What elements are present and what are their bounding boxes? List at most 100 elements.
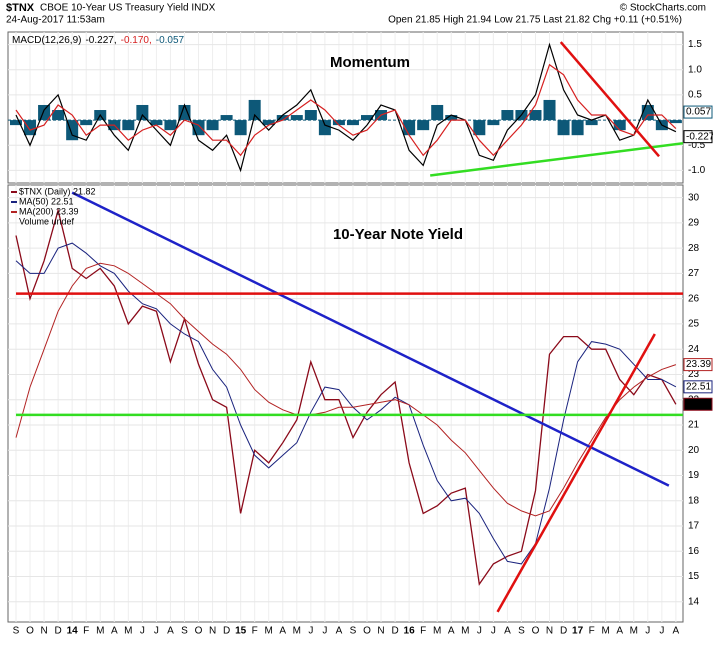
x-tick-label: M	[265, 626, 273, 637]
value-tag-label: -0.227	[686, 131, 713, 142]
histogram-bar	[473, 120, 486, 136]
y-tick-label: 27	[688, 268, 700, 279]
histogram-bar	[487, 120, 500, 126]
histogram-bar	[164, 120, 177, 131]
x-tick-label: 14	[67, 626, 79, 637]
histogram-bar	[206, 120, 219, 131]
x-tick-label: D	[391, 626, 398, 637]
x-tick-label: N	[377, 626, 384, 637]
y-tick-label: 0.5	[688, 90, 702, 101]
value-tag-label: 22.51	[686, 381, 711, 392]
y-tick-label: 28	[688, 243, 700, 254]
brand: © StockCharts.com	[620, 3, 706, 14]
x-tick-label: O	[532, 626, 540, 637]
x-tick-label: M	[433, 626, 441, 637]
x-tick-label: J	[308, 626, 313, 637]
histogram-bar	[38, 104, 51, 121]
histogram-bar	[220, 115, 233, 121]
legend-entry: MA(50) 22.51	[19, 196, 74, 206]
histogram-bar	[24, 120, 37, 136]
histogram-bar	[10, 120, 22, 126]
y-tick-label: 18	[688, 495, 700, 506]
legend-entry: Volume undef	[19, 216, 75, 226]
y-tick-label: 15	[688, 571, 700, 582]
y-tick-label: 16	[688, 546, 700, 557]
x-tick-label: D	[55, 626, 62, 637]
histogram-bar	[417, 120, 430, 131]
x-tick-label: N	[546, 626, 553, 637]
series-line	[15, 262, 677, 517]
x-tick-label: 17	[572, 626, 584, 637]
histogram-bar	[178, 104, 191, 121]
trend-line	[430, 141, 683, 177]
series-line	[15, 207, 677, 586]
value-tag-label: 21.82	[686, 399, 711, 410]
histogram-bar	[501, 110, 514, 121]
y-tick-label: 23	[688, 369, 700, 380]
x-tick-label: M	[124, 626, 132, 637]
y-tick-label: 21	[688, 420, 700, 431]
annotation: 10-Year Note Yield	[333, 226, 463, 243]
x-tick-label: O	[363, 626, 371, 637]
y-tick-label: 1.0	[688, 64, 702, 75]
y-tick-label: 30	[688, 192, 700, 203]
x-tick-label: F	[420, 626, 426, 637]
x-tick-label: A	[167, 626, 174, 637]
histogram-bar	[262, 120, 275, 126]
series-line	[15, 63, 677, 157]
legend-entry: -0.227,	[85, 35, 116, 46]
x-tick-label: O	[26, 626, 34, 637]
y-tick-label: -1.0	[688, 165, 706, 176]
timestamp: 24-Aug-2017 11:53am	[6, 15, 105, 26]
x-tick-label: M	[96, 626, 104, 637]
y-tick-label: 14	[688, 596, 700, 607]
histogram-bar	[403, 120, 416, 136]
value-tag	[683, 397, 713, 411]
symbol: $TNX	[6, 2, 35, 14]
x-tick-label: J	[140, 626, 145, 637]
value-tag	[683, 380, 713, 394]
x-tick-label: 15	[235, 626, 247, 637]
legend: MACD(12,26,9) -0.227, -0.170, -0.057	[12, 35, 185, 46]
x-tick-label: S	[181, 626, 188, 637]
x-tick-label: A	[504, 626, 511, 637]
x-tick-label: J	[645, 626, 650, 637]
x-tick-label: A	[336, 626, 343, 637]
legend-entry: $TNX (Daily) 21.82	[19, 186, 96, 196]
value-tag	[683, 358, 713, 372]
histogram-bar	[122, 120, 135, 131]
plot	[8, 41, 683, 177]
histogram-bar	[585, 120, 598, 126]
x-tick-label: J	[322, 626, 327, 637]
y-tick-label: 19	[688, 470, 700, 481]
x-tick-label: J	[659, 626, 664, 637]
histogram-bar	[52, 110, 65, 121]
x-tick-label: S	[518, 626, 525, 637]
histogram-bar	[543, 99, 556, 121]
histogram-bar	[332, 120, 345, 126]
y-tick-label: 24	[688, 344, 700, 355]
x-tick-label: F	[83, 626, 89, 637]
y-tick-label: 1.5	[688, 39, 702, 50]
histogram-bar	[431, 104, 444, 121]
histogram-bar	[136, 104, 149, 121]
y-tick-label: 29	[688, 218, 700, 229]
x-tick-label: A	[448, 626, 455, 637]
x-tick-label: A	[616, 626, 623, 637]
quote: Open 21.85 High 21.94 Low 21.75 Last 21.…	[388, 15, 682, 26]
x-tick-label: A	[111, 626, 118, 637]
x-tick-label: F	[589, 626, 595, 637]
y-tick-label: -0.5	[688, 140, 706, 151]
x-tick-label: A	[673, 626, 680, 637]
legend-title: MACD(12,26,9)	[12, 35, 81, 46]
histogram-bar	[571, 120, 584, 136]
plot	[8, 191, 683, 613]
trend-line	[559, 41, 660, 158]
x-tick-label: M	[630, 626, 638, 637]
histogram-bar	[557, 120, 570, 136]
series-line	[15, 42, 677, 173]
x-tick-label: A	[279, 626, 286, 637]
value-tag	[683, 105, 713, 119]
x-tick-label: D	[223, 626, 230, 637]
